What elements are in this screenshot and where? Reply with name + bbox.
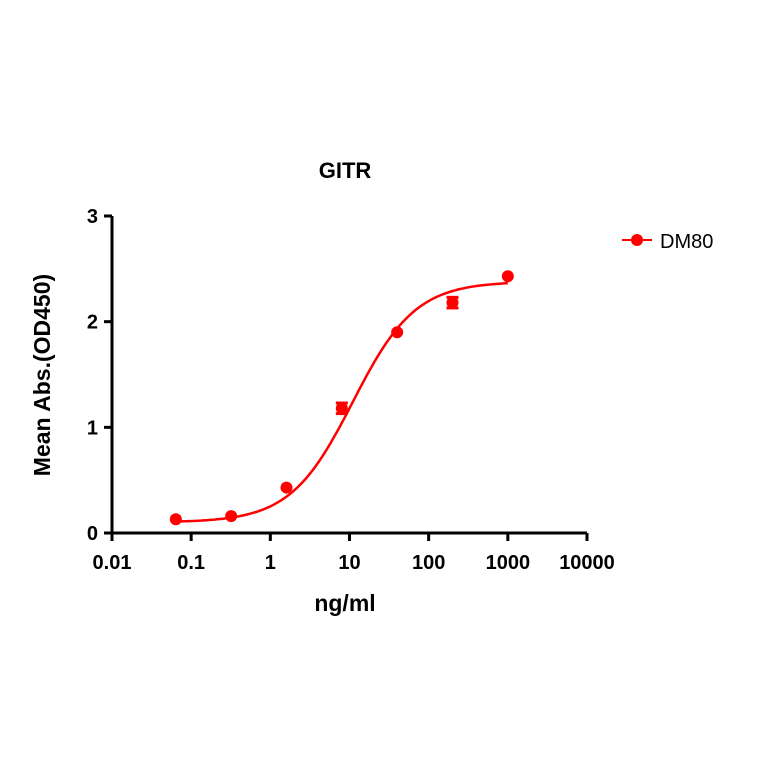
y-tick-label: 0 [87, 523, 98, 545]
legend-marker [631, 234, 643, 246]
plot-area [169, 270, 514, 526]
data-point [391, 326, 404, 339]
data-point [225, 510, 238, 523]
chart-title: GITR [319, 158, 372, 183]
x-tick-label: 1 [265, 552, 276, 574]
y-tick-label: 2 [87, 312, 98, 334]
data-point [169, 513, 182, 526]
data-point [501, 270, 514, 283]
data-point [446, 296, 459, 309]
x-tick-label: 0.1 [177, 552, 205, 574]
data-point [280, 481, 293, 494]
legend-label: DM80 [660, 231, 713, 253]
axes: 0.01 0.1 1 10 100 1000 10000 0 1 2 3 [87, 206, 615, 574]
legend: DM80 [622, 231, 713, 253]
x-tick-label: 0.01 [93, 552, 132, 574]
x-tick-label: 1000 [486, 552, 531, 574]
data-point [335, 402, 348, 415]
y-axis-label: Mean Abs.(OD450) [29, 274, 55, 476]
y-tick-label: 3 [87, 206, 98, 228]
x-axis-label: ng/ml [314, 590, 375, 616]
x-tick-label: 100 [412, 552, 445, 574]
x-tick-label: 10000 [559, 552, 615, 574]
x-tick-label: 10 [338, 552, 360, 574]
y-tick-label: 1 [87, 417, 98, 439]
